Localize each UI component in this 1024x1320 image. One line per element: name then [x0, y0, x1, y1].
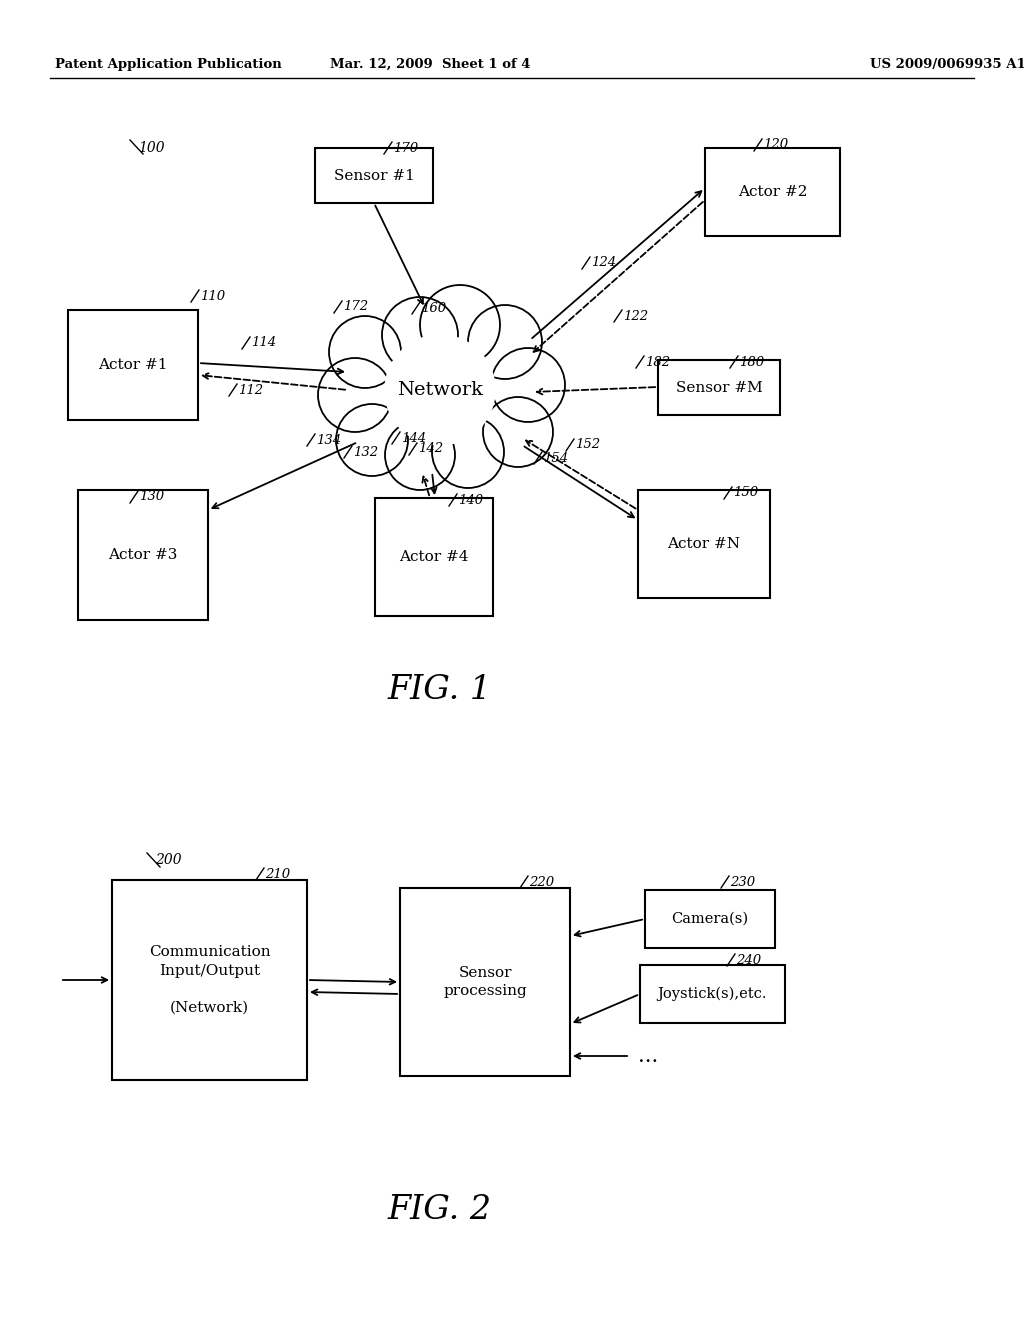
Text: Camera(s): Camera(s) [672, 912, 749, 927]
Text: 140: 140 [458, 494, 483, 507]
Text: Sensor #M: Sensor #M [676, 380, 763, 395]
Text: 200: 200 [155, 853, 181, 867]
Circle shape [420, 285, 500, 366]
Text: 182: 182 [645, 355, 670, 368]
Circle shape [329, 315, 401, 388]
Text: Sensor
processing: Sensor processing [443, 966, 527, 998]
Bar [112, 880, 307, 1080]
Text: Mar. 12, 2009  Sheet 1 of 4: Mar. 12, 2009 Sheet 1 of 4 [330, 58, 530, 71]
Text: 112: 112 [238, 384, 263, 396]
Text: Actor #1: Actor #1 [98, 358, 168, 372]
Text: 130: 130 [139, 491, 164, 503]
Text: 124: 124 [591, 256, 616, 269]
Bar [78, 490, 208, 620]
Text: US 2009/0069935 A1: US 2009/0069935 A1 [870, 58, 1024, 71]
Text: 150: 150 [733, 487, 758, 499]
Bar [645, 890, 775, 948]
Text: 160: 160 [421, 301, 446, 314]
Text: Actor #2: Actor #2 [737, 185, 807, 199]
Text: 110: 110 [200, 289, 225, 302]
Text: 180: 180 [739, 355, 764, 368]
Text: 230: 230 [730, 875, 755, 888]
Text: ...: ... [638, 1047, 658, 1065]
Text: 152: 152 [575, 438, 600, 451]
Circle shape [468, 305, 542, 379]
Bar [638, 490, 770, 598]
Text: Patent Application Publication: Patent Application Publication [55, 58, 282, 71]
Bar [705, 148, 840, 236]
Bar [400, 888, 570, 1076]
Text: 170: 170 [393, 141, 418, 154]
Text: 100: 100 [138, 141, 165, 154]
Text: 144: 144 [401, 432, 426, 445]
Text: 240: 240 [736, 953, 761, 966]
Bar [658, 360, 780, 414]
Bar [640, 965, 785, 1023]
Text: Actor #3: Actor #3 [109, 548, 178, 562]
Text: 142: 142 [418, 442, 443, 455]
Text: 122: 122 [623, 309, 648, 322]
Text: 132: 132 [353, 446, 378, 458]
Text: FIG. 2: FIG. 2 [388, 1195, 493, 1226]
Text: 134: 134 [316, 433, 341, 446]
Text: FIG. 1: FIG. 1 [388, 675, 493, 706]
Text: 154: 154 [543, 451, 568, 465]
Circle shape [318, 358, 392, 432]
Text: 114: 114 [251, 337, 276, 350]
Circle shape [432, 416, 504, 488]
Circle shape [385, 420, 455, 490]
Text: Network: Network [397, 381, 483, 399]
Text: 210: 210 [265, 867, 290, 880]
Text: 172: 172 [343, 301, 368, 314]
Bar [315, 148, 433, 203]
Circle shape [385, 335, 495, 445]
Circle shape [382, 333, 498, 447]
Circle shape [336, 404, 408, 477]
Circle shape [483, 397, 553, 467]
Bar [68, 310, 198, 420]
Text: Actor #N: Actor #N [668, 537, 740, 550]
Text: Sensor #1: Sensor #1 [334, 169, 415, 182]
Text: Actor #4: Actor #4 [399, 550, 469, 564]
Circle shape [490, 348, 565, 422]
Text: 120: 120 [763, 139, 788, 152]
Text: 220: 220 [529, 875, 554, 888]
Circle shape [382, 297, 458, 374]
Text: Joystick(s),etc.: Joystick(s),etc. [657, 987, 767, 1001]
Text: Communication
Input/Output

(Network): Communication Input/Output (Network) [148, 945, 270, 1015]
Bar [375, 498, 493, 616]
